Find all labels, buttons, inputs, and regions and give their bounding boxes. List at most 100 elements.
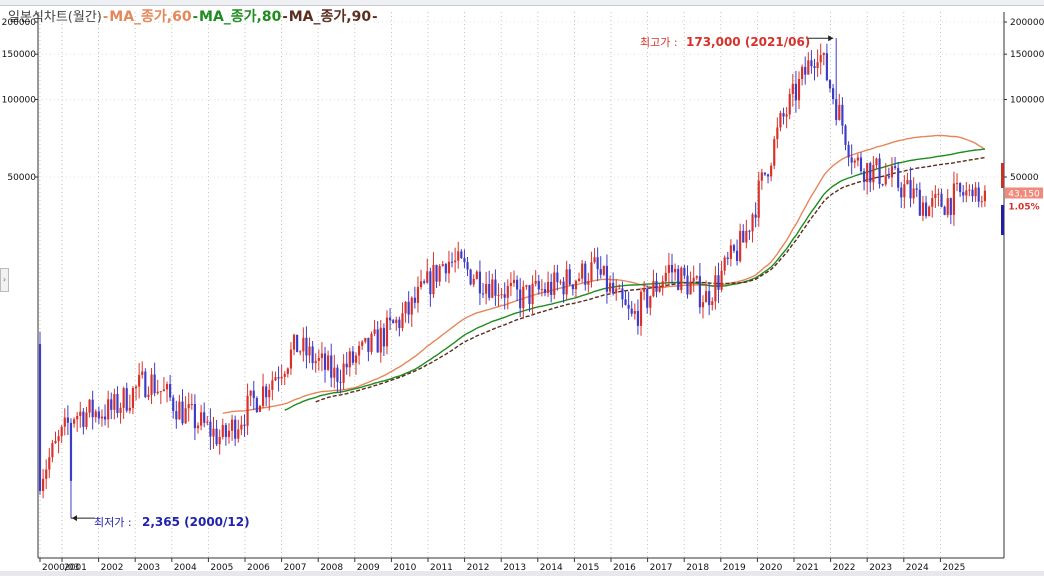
candle-body xyxy=(742,230,745,243)
candle-body xyxy=(79,411,82,416)
candle-body xyxy=(779,113,782,128)
candle-body xyxy=(618,288,621,290)
candle-body xyxy=(206,421,209,423)
candle-body xyxy=(828,80,832,89)
x-tick-label: 2015 xyxy=(576,563,599,573)
candle-body xyxy=(853,160,856,163)
candle-body xyxy=(345,363,348,368)
candle-body xyxy=(460,251,463,259)
candle-body xyxy=(658,287,661,292)
candle-body xyxy=(553,272,556,295)
candle-body xyxy=(485,284,488,294)
candle-body xyxy=(187,404,190,409)
candle-body xyxy=(856,157,859,161)
candle-body xyxy=(172,397,175,412)
candle-body xyxy=(314,360,317,364)
panel-resize-handle[interactable]: › xyxy=(0,268,9,292)
candle-body xyxy=(97,411,100,419)
candle-body xyxy=(299,351,302,353)
candle-body xyxy=(924,202,928,217)
candle-body xyxy=(952,183,956,215)
candle-body xyxy=(491,279,494,298)
candle-body xyxy=(581,263,584,279)
candle-body xyxy=(274,377,277,381)
candle-body xyxy=(212,428,215,437)
candle-body xyxy=(540,289,543,291)
candle-body xyxy=(162,389,166,392)
x-tick-label: 2016 xyxy=(613,563,636,573)
candle-body xyxy=(454,260,457,263)
candle-body xyxy=(289,349,293,369)
x-tick-label: 2010 xyxy=(393,563,416,573)
low-annotation-value: 2,365 (2000/12) xyxy=(142,515,250,529)
candle-body xyxy=(165,384,169,390)
candle-body xyxy=(872,165,875,183)
candle-body xyxy=(203,412,206,423)
candle-body xyxy=(596,257,599,270)
y-tick-label-right: 150000 xyxy=(1010,50,1044,60)
candle-body xyxy=(128,407,131,411)
candle-body xyxy=(559,281,562,283)
candle-body xyxy=(147,394,150,398)
candle-body xyxy=(844,125,847,145)
candle-body xyxy=(150,374,153,395)
x-tick-label: 2000/03 xyxy=(42,563,79,573)
y-tick-label-left: 150000 xyxy=(2,50,37,60)
candle-body xyxy=(723,257,726,271)
candle-body xyxy=(615,288,618,293)
x-tick-label: 2002 xyxy=(101,563,124,573)
candle-body xyxy=(438,265,441,282)
right-edge-marker-up xyxy=(1001,163,1004,188)
candle-body xyxy=(587,280,590,285)
candle-body xyxy=(763,172,767,175)
candle-body xyxy=(652,281,655,297)
candle-body xyxy=(261,386,265,406)
candle-body xyxy=(283,373,286,377)
candle-body xyxy=(797,79,801,101)
candle-body xyxy=(791,83,794,95)
candle-body xyxy=(720,270,723,290)
candle-body xyxy=(983,190,986,202)
candle-body xyxy=(519,289,522,309)
candle-body xyxy=(624,299,627,305)
x-tick-label: 2012 xyxy=(467,563,490,573)
legend-ma60: MA_종가,60 xyxy=(109,9,192,25)
candle-body xyxy=(348,351,351,368)
x-tick-label: 2007 xyxy=(284,563,307,573)
candle-body xyxy=(435,265,438,282)
y-tick-label-left: 50000 xyxy=(7,173,36,183)
candle-body xyxy=(246,395,249,426)
candle-body xyxy=(444,264,447,274)
candle-body xyxy=(646,288,649,308)
candle-body xyxy=(695,276,698,278)
candle-body xyxy=(949,198,952,215)
candle-body xyxy=(91,399,94,418)
x-tick-label: 2021 xyxy=(796,563,819,573)
x-tick-label: 2011 xyxy=(430,563,453,573)
candle-body xyxy=(968,189,971,191)
candle-body xyxy=(562,281,565,295)
candle-body xyxy=(500,294,503,296)
candle-body xyxy=(243,424,246,426)
candle-body xyxy=(751,214,754,232)
candle-body xyxy=(441,264,444,266)
candle-body xyxy=(240,424,243,430)
candle-body xyxy=(832,88,835,100)
candle-body xyxy=(677,268,680,291)
candle-body xyxy=(404,301,407,314)
candle-body xyxy=(816,62,819,69)
chart-name: 일본식차트(월간) xyxy=(8,10,102,25)
candle-body xyxy=(280,376,283,379)
candle-body xyxy=(447,261,451,274)
y-tick-label-left: 100000 xyxy=(2,96,37,106)
y-tick-label-right: 100000 xyxy=(1010,96,1044,106)
candle-body xyxy=(72,419,76,424)
candle-body xyxy=(181,401,184,424)
candle-body xyxy=(810,60,813,67)
candle-body xyxy=(113,394,116,410)
candle-body xyxy=(543,289,547,293)
low-annotation-label: 최저가 : xyxy=(94,516,132,529)
candle-body xyxy=(252,390,255,399)
candle-body xyxy=(370,333,373,352)
